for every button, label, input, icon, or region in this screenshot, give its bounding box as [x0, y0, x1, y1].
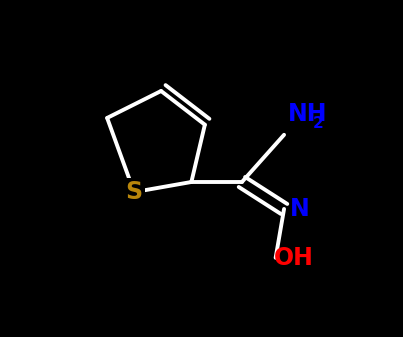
Text: N: N [290, 197, 310, 221]
Text: S: S [126, 180, 143, 204]
Text: NH: NH [287, 102, 327, 126]
Text: 2: 2 [313, 116, 324, 131]
Text: OH: OH [274, 246, 314, 270]
